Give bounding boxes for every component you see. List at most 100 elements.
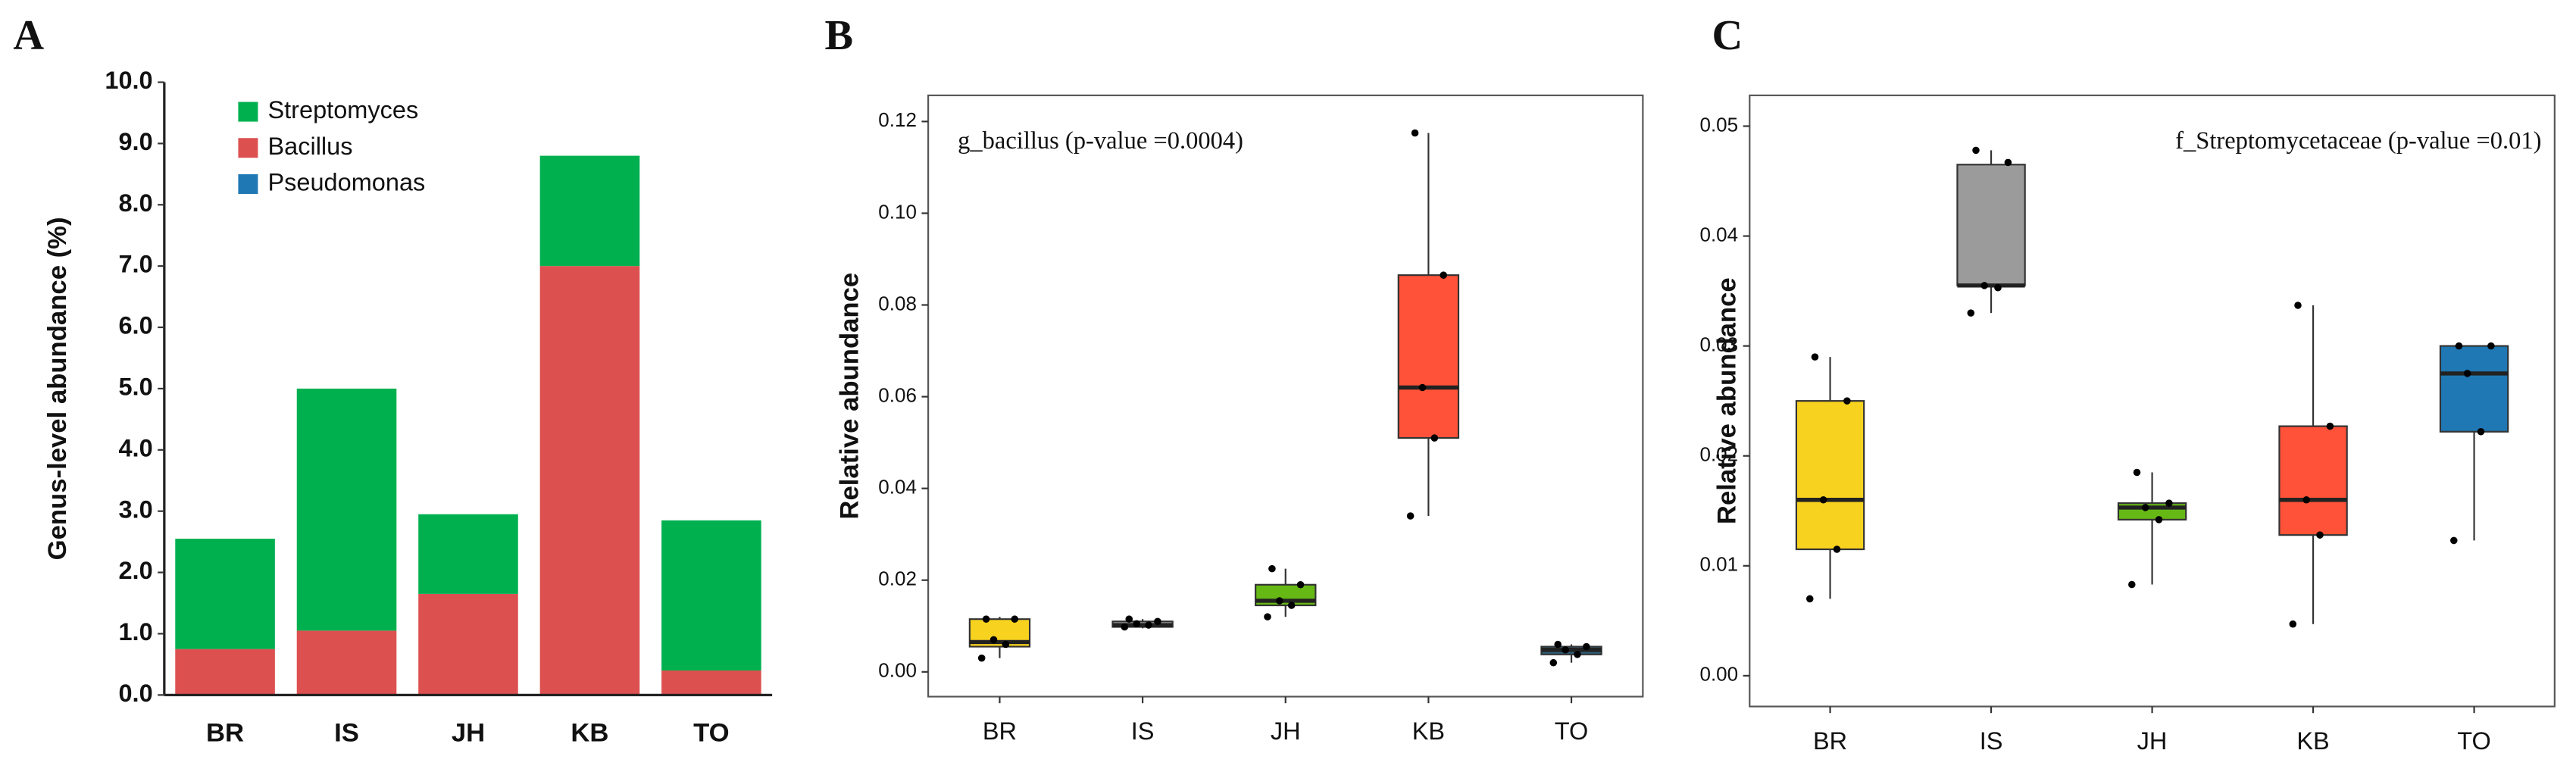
y-tick-label: 3.0 [118, 495, 152, 523]
y-axis-label: Relative abundance [835, 273, 864, 520]
data-point [2155, 516, 2163, 524]
x-tick-label: JH [452, 719, 485, 748]
y-tick-label: 6.0 [118, 312, 152, 339]
data-point [1972, 146, 1980, 155]
data-point [1121, 623, 1129, 631]
box [2439, 345, 2509, 433]
box [1397, 274, 1460, 439]
y-tick-label: 0.12 [878, 108, 917, 131]
x-tick-label: JH [2137, 727, 2168, 755]
data-point [1133, 620, 1140, 628]
y-tick-label: 0.06 [878, 383, 917, 406]
annotation: f_Streptomycetaceae (p-value =0.01) [2175, 127, 2541, 155]
x-tick-label: IS [1131, 717, 1155, 745]
data-point [1264, 613, 1271, 621]
y-tick-label: 0.03 [1699, 333, 1738, 356]
box [1795, 400, 1865, 551]
data-point [1125, 615, 1133, 623]
bar-segment [175, 649, 275, 696]
data-point [1562, 646, 1569, 654]
y-axis-label: Relative abundance [1712, 277, 1741, 524]
data-point [1406, 512, 1415, 520]
y-tick-label: 1.0 [118, 618, 152, 646]
x-tick-label: BR [1813, 727, 1847, 755]
annotation: g_bacillus (p-value =0.0004) [958, 127, 1243, 155]
data-point [2133, 468, 2141, 477]
data-point [1574, 651, 1581, 658]
data-point [1811, 353, 1819, 361]
legend-swatch [238, 102, 258, 122]
bar-segment [539, 266, 640, 696]
x-tick-label: TO [693, 719, 730, 748]
y-tick-label: 0.08 [878, 292, 917, 314]
data-point [1980, 282, 1988, 289]
x-tick-label: IS [334, 719, 359, 748]
data-point [1418, 383, 1427, 392]
x-tick-label: JH [1271, 717, 1301, 745]
y-tick-label: 0.04 [1699, 223, 1738, 245]
data-point [1154, 617, 1161, 625]
data-point [1440, 271, 1447, 279]
y-tick-label: 0.0 [118, 680, 152, 707]
data-point [1806, 595, 1814, 603]
data-point [977, 654, 986, 662]
bar-segment [175, 539, 275, 649]
panel-letter: A [13, 12, 44, 59]
data-point [989, 636, 998, 644]
legend-label: Streptomyces [267, 96, 418, 123]
box [2278, 425, 2348, 536]
panel-letter: C [1712, 12, 1743, 59]
data-point [2289, 620, 2297, 628]
data-point [2316, 531, 2324, 539]
x-tick-label: BR [206, 719, 244, 748]
y-tick-label: 4.0 [118, 434, 152, 461]
data-point [1819, 495, 1827, 504]
data-point [1994, 283, 2002, 292]
bar-segment [661, 520, 761, 671]
data-point [1554, 640, 1562, 649]
y-tick-label: 0.10 [878, 200, 917, 223]
data-point [2450, 536, 2458, 545]
y-tick-label: 0.01 [1699, 553, 1738, 576]
data-point [1268, 564, 1276, 573]
legend-swatch [238, 138, 258, 158]
bar-segment [539, 155, 640, 267]
data-point [2455, 342, 2463, 350]
data-point [2326, 422, 2334, 430]
data-point [2294, 302, 2302, 309]
bar-segment [418, 593, 518, 696]
panel-letter: B [825, 12, 854, 59]
y-tick-label: 0.02 [1699, 443, 1738, 466]
x-tick-label: TO [1555, 717, 1589, 745]
x-tick-label: KB [571, 719, 608, 748]
y-tick-label: 2.0 [118, 557, 152, 584]
data-point [1583, 642, 1590, 651]
y-tick-label: 7.0 [118, 251, 152, 278]
data-point [1276, 597, 1283, 605]
bar-segment [296, 630, 397, 696]
data-point [1002, 640, 1010, 649]
x-tick-label: KB [2296, 727, 2329, 755]
legend-label: Bacillus [267, 133, 352, 160]
data-point [2128, 580, 2136, 589]
x-tick-label: IS [1980, 727, 2003, 755]
data-point [1287, 602, 1296, 609]
bar-segment [296, 388, 397, 631]
data-point [1296, 581, 1305, 589]
bar-segment [418, 514, 518, 594]
y-tick-label: 0.00 [1699, 663, 1738, 686]
data-point [2477, 428, 2485, 436]
y-tick-label: 0.05 [1699, 113, 1738, 136]
x-tick-label: BR [983, 717, 1017, 745]
y-tick-label: 0.00 [878, 659, 917, 682]
y-tick-label: 9.0 [118, 128, 152, 155]
legend-swatch [238, 173, 258, 194]
data-point [1011, 615, 1019, 623]
y-tick-label: 5.0 [118, 374, 152, 401]
bar-segment [661, 670, 761, 696]
data-point [2165, 499, 2173, 507]
plot-frame [1749, 94, 2556, 708]
data-point [2141, 504, 2149, 511]
